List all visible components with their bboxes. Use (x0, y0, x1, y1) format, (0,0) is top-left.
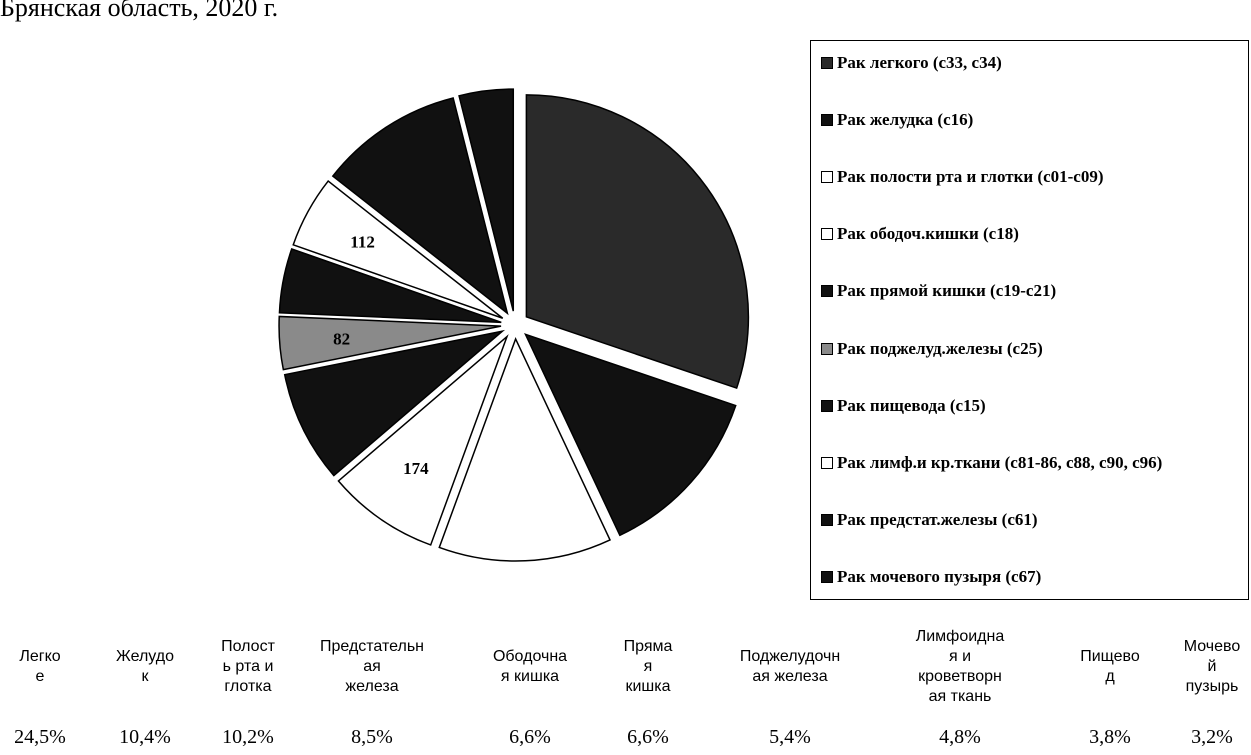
legend-item: Рак пищевода (с15) (821, 396, 1238, 416)
legend-label: Рак прямой кишки (с19-с21) (837, 281, 1057, 301)
table-value: 4,8% (939, 726, 981, 748)
legend-swatch (821, 399, 833, 412)
legend-item: Рак желудка (с16) (821, 110, 1238, 130)
table-value: 5,4% (769, 726, 811, 748)
table-header: Поджелудочн ая железа (739, 648, 841, 685)
table-header: Легко е (19, 648, 61, 685)
legend-item: Рак предстат.железы (с61) (821, 510, 1238, 530)
table-header: Лимфоидна я и кроветворн ая ткань (915, 628, 1005, 705)
legend-swatch (821, 285, 833, 298)
table-header: Мочево й пузырь (1183, 638, 1241, 695)
pie-slice (438, 337, 612, 562)
legend-label: Рак предстат.железы (с61) (837, 509, 1038, 529)
pie-slice (292, 180, 504, 319)
pie-slice (525, 94, 750, 390)
chart: Брянская область, 2020 г. 174 82 112 (0, 0, 750, 562)
pie-slice (337, 334, 509, 546)
pie-slice (524, 333, 737, 537)
table-header: Пряма я кишка (623, 638, 673, 695)
legend-swatch (821, 456, 833, 469)
legend-label: Рак полости рта и глотки (с01-с09) (837, 167, 1104, 187)
legend-swatch (821, 570, 833, 583)
legend-item: Рак лимф.и кр.ткани (с81-86, с88, с90, с… (821, 453, 1238, 473)
table-value: 6,6% (509, 726, 551, 748)
table-value: 10,4% (119, 726, 171, 748)
legend-item: Рак ободоч.кишки (с18) (821, 224, 1238, 244)
table-value: 6,6% (627, 726, 669, 748)
chart-title: Брянская область, 2020 г. (0, 0, 278, 22)
legend-swatch (821, 228, 833, 241)
pie-slice (278, 247, 502, 324)
legend-item: Рак полости рта и глотки (с01-с09) (821, 167, 1238, 187)
legend-swatch (821, 513, 833, 526)
legend-label: Рак желудка (с16) (837, 110, 974, 130)
table-value: 10,2% (222, 726, 274, 748)
legend-label: Рак пищевода (с15) (837, 395, 986, 415)
legend-label: Рак мочевого пузыря (с67) (837, 566, 1042, 586)
data-label: 174 (403, 459, 429, 478)
table-value: 24,5% (14, 726, 66, 748)
legend: Рак легкого (с33, с34) Рак желудка (с16) Р… (810, 40, 1249, 600)
table-header: Предстательн ая железа (320, 638, 424, 695)
pie-slice (331, 97, 509, 316)
table-header: Пищево д (1080, 648, 1140, 685)
table-header: Желудо к (116, 648, 174, 685)
legend-item: Рак прямой кишки (с19-с21) (821, 281, 1238, 301)
legend-item: Рак поджелуд.железы (с25) (821, 339, 1238, 359)
table-value: 3,8% (1089, 726, 1131, 748)
legend-swatch (821, 342, 833, 355)
legend-label: Рак поджелуд.железы (с25) (837, 338, 1043, 358)
legend-label: Рак ободоч.кишки (с18) (837, 224, 1019, 244)
table-value: 3,2% (1191, 726, 1233, 748)
legend-swatch (821, 114, 833, 127)
legend-label: Рак легкого (с33, с34) (837, 53, 1002, 72)
table-header: Ободочна я кишка (492, 648, 568, 685)
legend-label: Рак лимф.и кр.ткани (с81-86, с88, с90, с… (837, 452, 1163, 472)
table-header: Полост ь рта и глотка (221, 638, 275, 695)
data-label: 112 (350, 232, 375, 251)
table-value: 8,5% (351, 726, 393, 748)
legend-swatch (821, 57, 833, 69)
pie-slice (278, 315, 502, 371)
pie-slice (458, 88, 515, 312)
pie-slice (283, 329, 506, 477)
legend-item: Рак мочевого пузыря (с67) (821, 567, 1238, 587)
legend-swatch (821, 171, 833, 184)
data-label: 82 (333, 329, 350, 348)
legend-item: Рак легкого (с33, с34) (821, 53, 1238, 73)
